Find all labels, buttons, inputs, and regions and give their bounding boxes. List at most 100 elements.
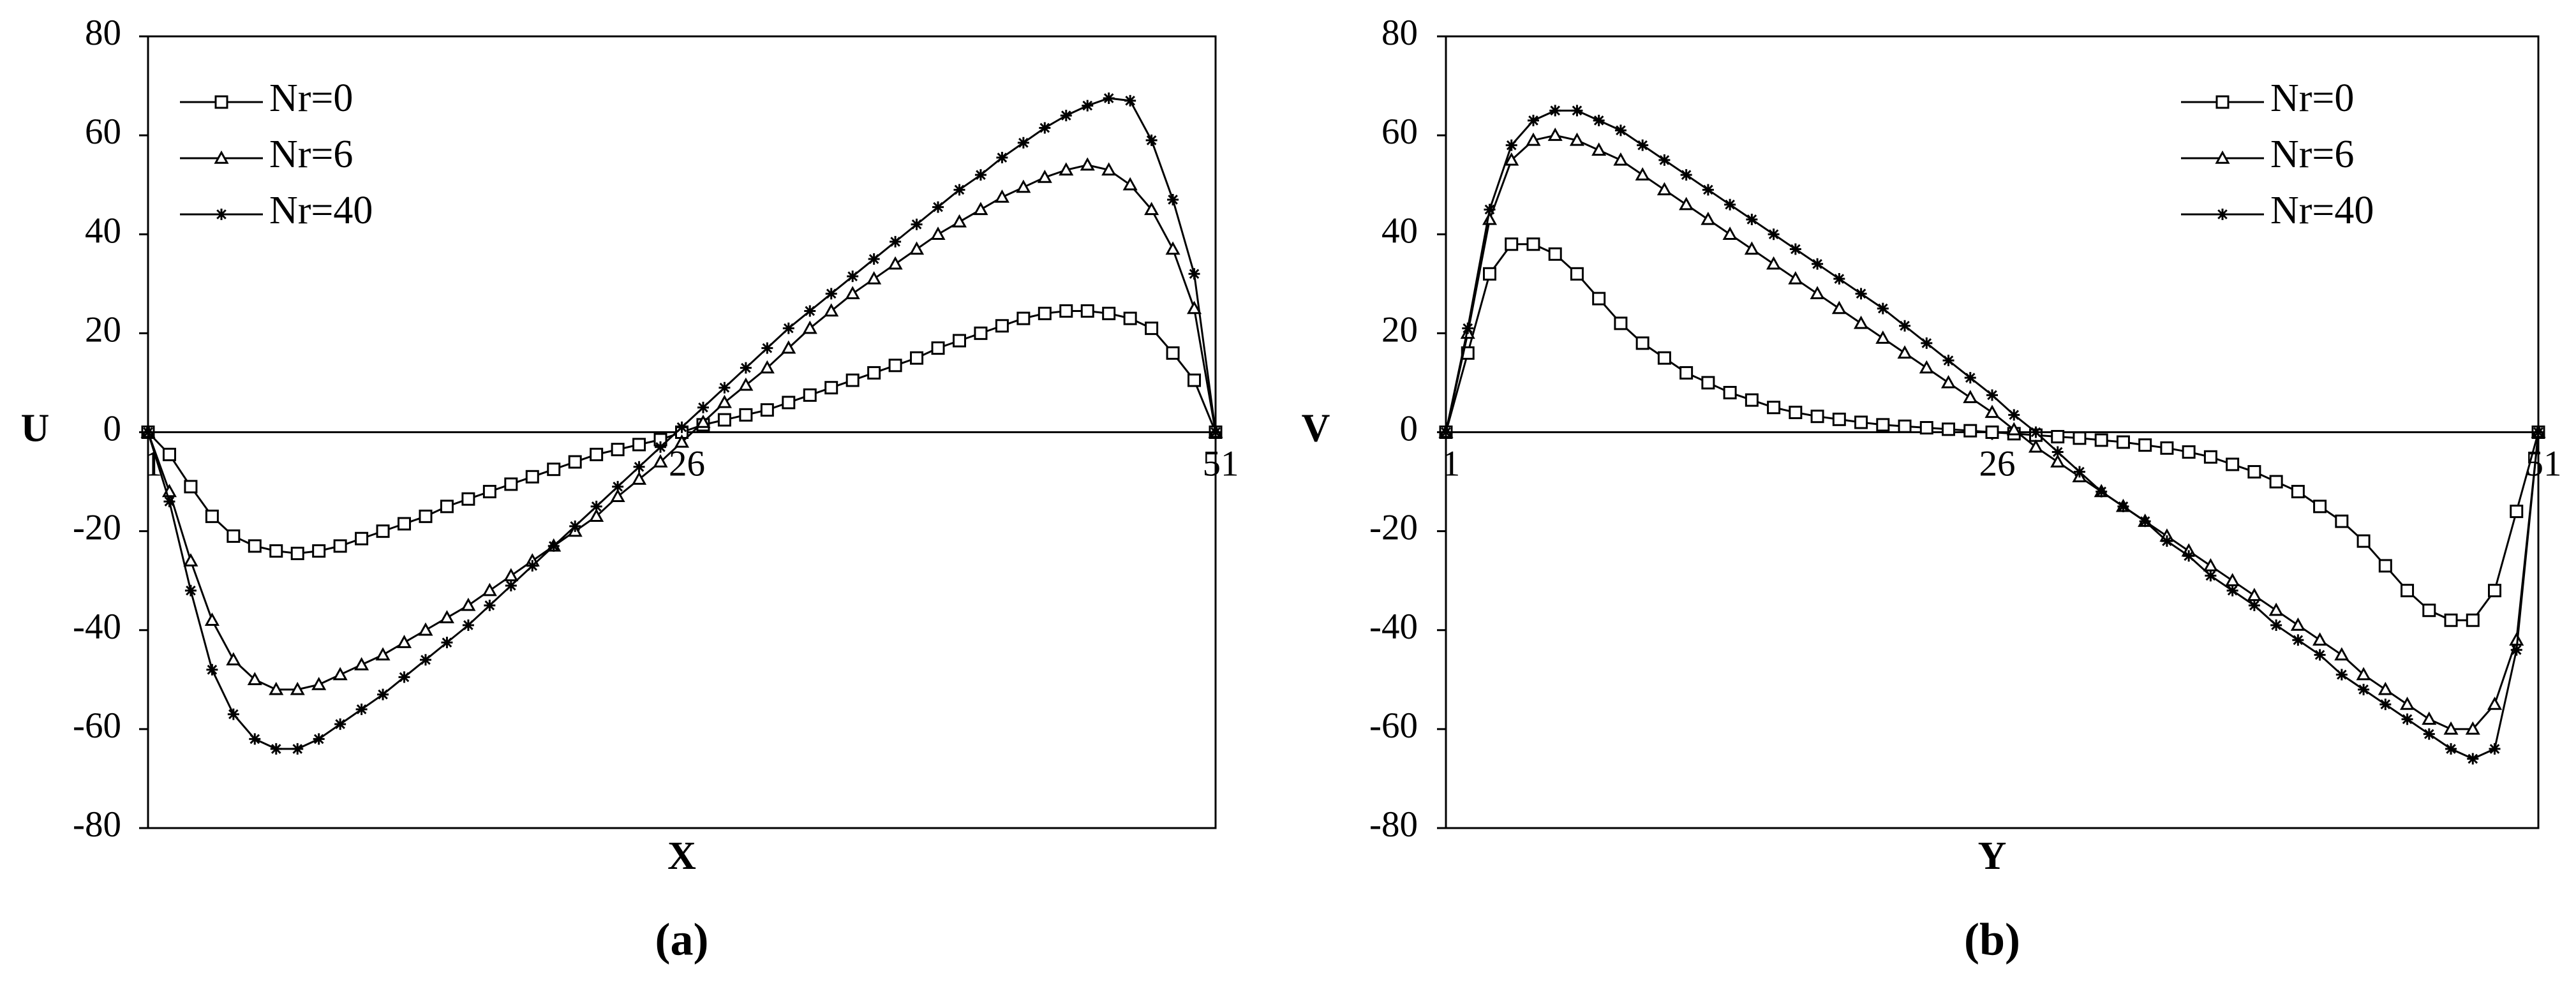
marker bbox=[2378, 559, 2392, 573]
marker bbox=[439, 610, 454, 624]
marker bbox=[996, 152, 1008, 164]
marker bbox=[590, 447, 604, 461]
marker bbox=[1855, 288, 1867, 300]
marker bbox=[376, 524, 390, 538]
marker bbox=[2379, 699, 2392, 711]
marker bbox=[2139, 515, 2151, 528]
marker bbox=[2291, 485, 2305, 499]
marker bbox=[1680, 169, 1692, 181]
marker bbox=[1504, 152, 1519, 166]
marker bbox=[311, 676, 327, 690]
chart: -80 -60 -40 -20 0 20 40 60 80 1 26 51 V Y (b) Nr=0 Nr=6 N… bbox=[1302, 13, 2562, 965]
marker bbox=[1613, 152, 1628, 166]
y-tick-label: 40 bbox=[1381, 211, 1418, 251]
marker bbox=[461, 597, 476, 611]
marker bbox=[1548, 247, 1562, 261]
marker bbox=[2510, 505, 2524, 519]
marker bbox=[1745, 393, 1759, 407]
y-axis-label: U bbox=[21, 407, 50, 450]
marker bbox=[2312, 632, 2328, 646]
marker bbox=[461, 492, 475, 506]
marker bbox=[1788, 270, 1803, 285]
marker bbox=[2096, 485, 2108, 498]
marker bbox=[1571, 105, 1583, 117]
marker bbox=[375, 647, 391, 661]
marker bbox=[2160, 441, 2174, 455]
marker bbox=[633, 461, 645, 473]
marker bbox=[1964, 372, 1976, 384]
marker bbox=[1746, 213, 1758, 225]
marker bbox=[676, 421, 688, 433]
marker bbox=[953, 184, 965, 196]
marker bbox=[398, 671, 410, 683]
marker bbox=[1016, 179, 1031, 193]
marker bbox=[2313, 500, 2327, 514]
marker bbox=[227, 708, 239, 720]
marker bbox=[1187, 373, 1202, 387]
marker bbox=[2225, 573, 2240, 586]
marker bbox=[1103, 92, 1115, 104]
marker bbox=[804, 305, 816, 317]
marker bbox=[1505, 237, 1519, 251]
marker bbox=[216, 209, 227, 220]
marker bbox=[1919, 421, 1933, 435]
marker bbox=[2400, 697, 2415, 710]
marker bbox=[1635, 336, 1649, 350]
marker bbox=[2292, 634, 2304, 646]
marker bbox=[1833, 273, 1845, 285]
marker bbox=[214, 95, 228, 109]
marker bbox=[1854, 315, 1869, 329]
marker bbox=[674, 434, 690, 448]
caption: (a) bbox=[655, 914, 709, 965]
marker bbox=[1526, 237, 1540, 251]
y-tick-label: -80 bbox=[1369, 804, 1418, 845]
marker bbox=[1921, 337, 1933, 349]
marker bbox=[1854, 415, 1868, 429]
marker bbox=[1744, 241, 1759, 255]
marker bbox=[1919, 360, 1934, 374]
marker bbox=[1145, 134, 1158, 146]
legend-label: Nr=40 bbox=[2270, 189, 2374, 232]
marker bbox=[2183, 550, 2195, 562]
marker bbox=[1482, 267, 1496, 281]
marker bbox=[482, 582, 497, 596]
marker bbox=[269, 544, 283, 558]
marker bbox=[1831, 300, 1847, 315]
marker bbox=[2270, 619, 2282, 631]
marker bbox=[845, 373, 860, 387]
marker bbox=[504, 477, 518, 491]
marker bbox=[142, 426, 154, 438]
y-tick-label: 20 bbox=[1381, 309, 1418, 350]
marker bbox=[1898, 419, 1912, 433]
marker bbox=[973, 202, 988, 216]
marker bbox=[1080, 304, 1094, 318]
marker bbox=[503, 568, 519, 582]
marker bbox=[1657, 351, 1671, 365]
marker bbox=[290, 681, 305, 695]
marker bbox=[1767, 401, 1781, 415]
y-tick-label: -40 bbox=[73, 607, 121, 647]
marker bbox=[1017, 137, 1029, 149]
marker bbox=[2489, 743, 2501, 755]
marker bbox=[717, 394, 732, 408]
marker bbox=[312, 544, 326, 558]
marker bbox=[802, 320, 817, 334]
marker bbox=[1722, 226, 1738, 240]
marker bbox=[547, 463, 561, 477]
marker bbox=[1059, 304, 1073, 318]
marker bbox=[2533, 426, 2544, 438]
marker bbox=[2050, 454, 2066, 468]
marker bbox=[2215, 95, 2230, 109]
marker bbox=[1984, 404, 2000, 418]
marker bbox=[2444, 613, 2458, 627]
marker bbox=[1549, 105, 1561, 117]
marker bbox=[2203, 450, 2217, 464]
marker bbox=[547, 540, 560, 552]
legend-label: Nr=6 bbox=[269, 133, 353, 176]
y-tick-label: 0 bbox=[103, 409, 122, 449]
marker bbox=[2247, 465, 2261, 479]
marker bbox=[184, 584, 197, 596]
marker bbox=[951, 214, 967, 228]
marker bbox=[1897, 345, 1912, 359]
marker bbox=[1810, 286, 1825, 300]
